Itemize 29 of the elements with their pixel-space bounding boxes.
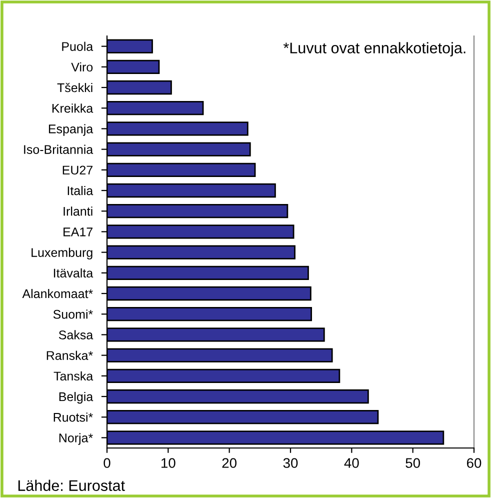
y-tick-label: EU27 bbox=[62, 166, 92, 175]
y-tick-label: Italia bbox=[68, 186, 94, 196]
x-tick-label: 60 bbox=[466, 458, 482, 468]
x-tick-label: 40 bbox=[344, 458, 359, 468]
y-tick-label: Alankomaat* bbox=[22, 288, 93, 298]
y-tick-label: Irlanti bbox=[64, 206, 92, 216]
y-tick-label: Kreikka bbox=[52, 104, 94, 113]
y-tick-label: Norja* bbox=[59, 433, 93, 445]
y-tick-label: Itävalta bbox=[54, 268, 94, 278]
y-tick-label: Tšekki bbox=[57, 82, 92, 92]
annotation: *Luvut ovat ennakkotietoja. bbox=[283, 42, 466, 56]
text: Lähde: Eurostat bbox=[18, 480, 125, 491]
y-tick-label: Belgia bbox=[59, 392, 94, 404]
x-tick-label: 0 bbox=[104, 458, 110, 468]
y-tick-label: Ruotsi* bbox=[54, 412, 93, 422]
y-tick-label: Saksa bbox=[58, 330, 94, 340]
y-tick-label: Tanska bbox=[54, 371, 94, 381]
y-tick-label: Luxemburg bbox=[32, 248, 92, 260]
y-tick-label: EA17 bbox=[64, 228, 92, 236]
y-tick-label: Suomi* bbox=[53, 310, 93, 319]
y-tick-label: Puola bbox=[62, 42, 94, 51]
x-tick-label: 50 bbox=[406, 458, 420, 468]
x-tick-label: 10 bbox=[162, 458, 176, 468]
x-tick-label: 30 bbox=[283, 458, 298, 468]
x-tick-label: 20 bbox=[222, 458, 237, 468]
y-tick-label: Ranska* bbox=[46, 350, 93, 360]
y-tick-label: Viro bbox=[71, 62, 93, 72]
y-tick-label: Iso-Britannia bbox=[24, 144, 94, 154]
y-tick-label: Espanja bbox=[48, 124, 94, 136]
